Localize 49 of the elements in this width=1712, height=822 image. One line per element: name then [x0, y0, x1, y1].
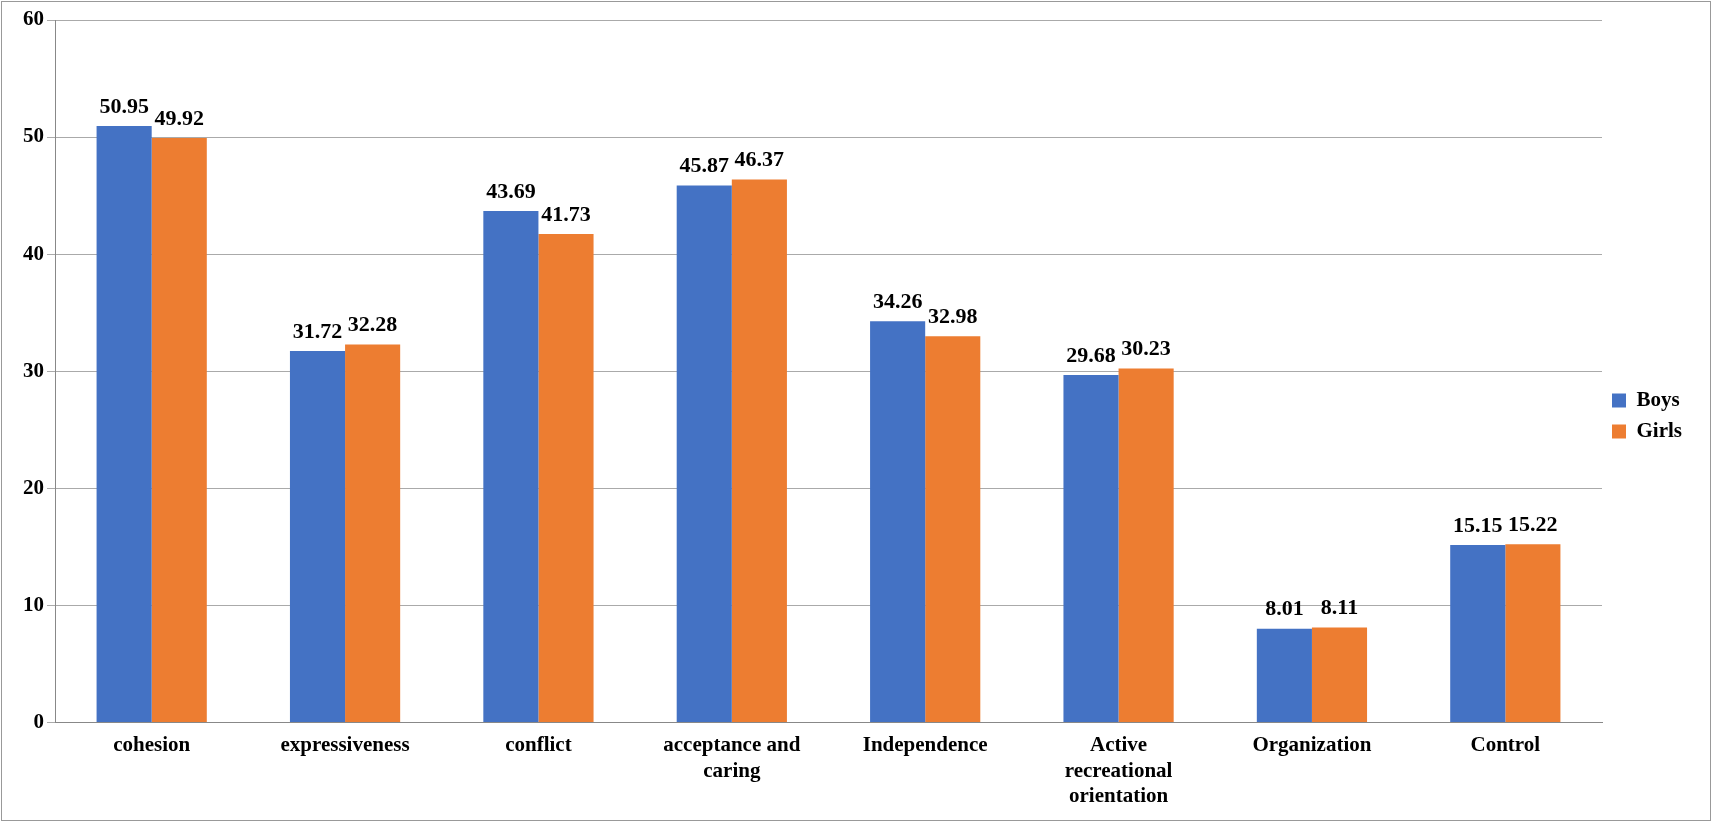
bar — [1063, 374, 1119, 722]
x-tick-label: acceptance and caring — [663, 732, 801, 782]
bar — [1256, 628, 1312, 722]
data-label: 8.11 — [1320, 594, 1359, 620]
bar — [1311, 627, 1368, 722]
bar — [96, 125, 152, 722]
data-label: 41.73 — [541, 200, 591, 226]
data-label: 31.72 — [292, 317, 343, 343]
x-tick-label: cohesion — [113, 732, 191, 757]
data-label: 45.87 — [679, 152, 730, 178]
bar — [151, 138, 207, 722]
x-tick-label: Independence — [862, 732, 988, 757]
legend-label: Boys — [1636, 386, 1680, 411]
y-tick-label: 60 — [23, 6, 44, 31]
data-label: 32.28 — [347, 311, 398, 337]
legend-label: Girls — [1636, 417, 1682, 442]
y-tick-label: 0 — [33, 708, 44, 733]
x-tick-label: expressiveness — [280, 732, 410, 757]
data-label: 50.95 — [99, 92, 149, 118]
x-tick-label: Active recreational orientation — [1064, 732, 1173, 807]
data-label: 30.23 — [1121, 335, 1171, 361]
y-tick-label: 50 — [23, 123, 44, 148]
bar — [676, 185, 732, 722]
y-tick-label: 20 — [23, 474, 44, 499]
data-label: 8.01 — [1265, 595, 1304, 621]
bar — [1118, 368, 1174, 722]
data-label: 43.69 — [486, 177, 536, 203]
bar — [731, 179, 787, 722]
data-label: 49.92 — [154, 104, 204, 130]
data-label: 15.22 — [1508, 510, 1558, 536]
x-tick-label: conflict — [505, 732, 572, 757]
bar — [870, 321, 926, 722]
x-tick-label: Organization — [1252, 732, 1372, 757]
bar — [538, 233, 594, 722]
data-label: 29.68 — [1066, 341, 1116, 367]
bar — [1450, 545, 1506, 722]
bar — [1505, 544, 1561, 722]
bar — [483, 210, 539, 722]
data-label: 15.15 — [1453, 511, 1503, 537]
data-label: 46.37 — [734, 146, 785, 172]
bar — [345, 344, 401, 722]
data-label: 34.26 — [872, 288, 923, 314]
y-tick-label: 30 — [23, 357, 44, 382]
data-label: 32.98 — [928, 303, 978, 328]
bar — [289, 351, 346, 722]
x-tick-label: Control — [1470, 732, 1541, 757]
bar — [925, 336, 981, 722]
y-tick-label: 40 — [23, 240, 44, 265]
y-tick-label: 10 — [23, 591, 44, 616]
